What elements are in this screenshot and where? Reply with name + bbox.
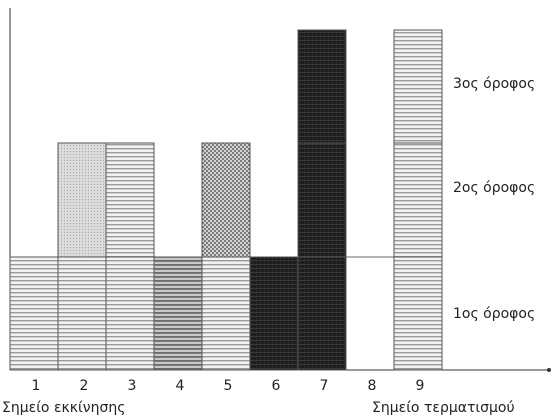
start-point-label: Σημείο εκκίνησης [2, 400, 125, 416]
column-7-floor-1 [297, 256, 347, 371]
column-9-floor-3 [393, 29, 443, 144]
column-5-floor-2 [201, 142, 251, 258]
columns [9, 29, 443, 371]
column-number-3: 3 [128, 378, 137, 394]
column-number-1: 1 [32, 378, 41, 394]
column-2-floor-1 [57, 256, 107, 371]
column-numbers: 1 2 3 4 5 6 7 8 9 [32, 378, 425, 394]
column-number-7: 7 [320, 378, 329, 394]
column-number-2: 2 [80, 378, 89, 394]
column-4-floor-1 [153, 256, 203, 371]
floor-label-2: 2ος όροφος [453, 180, 535, 196]
column-7-floor-2 [297, 142, 347, 258]
column-9-floor-1 [393, 256, 443, 371]
floor-label-3: 3ος όροφος [453, 76, 535, 92]
column-6-floor-1 [249, 256, 299, 371]
column-number-5: 5 [224, 378, 233, 394]
column-3-floor-2 [105, 142, 155, 258]
column-3-floor-1 [105, 256, 155, 371]
column-2-floor-2 [57, 142, 107, 258]
column-number-8: 8 [368, 378, 377, 394]
floor-label-1: 1ος όροφος [453, 306, 535, 322]
column-7-floor-3 [297, 29, 347, 144]
column-5-floor-1 [201, 256, 251, 371]
column-9-floor-2 [393, 142, 443, 258]
x-axis-end-dot [547, 368, 551, 372]
column-number-4: 4 [176, 378, 185, 394]
column-number-9: 9 [416, 378, 425, 394]
end-point-label: Σημείο τερματισμού [372, 400, 515, 416]
column-1-floor-1 [9, 256, 59, 371]
column-number-6: 6 [272, 378, 281, 394]
